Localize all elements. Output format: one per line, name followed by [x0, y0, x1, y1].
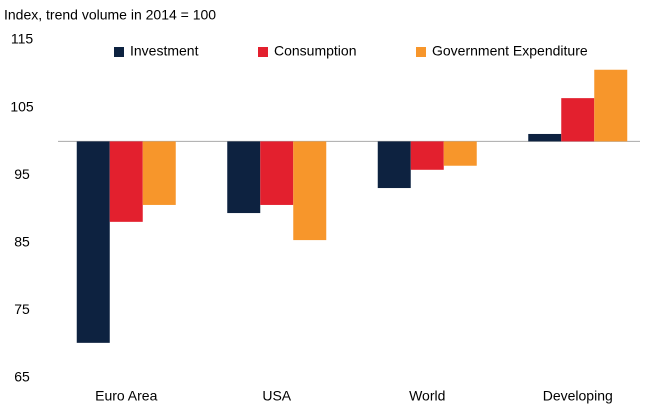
- bar: [594, 69, 628, 142]
- bar: [377, 141, 411, 189]
- bar: [528, 133, 562, 142]
- legend-swatch: [258, 47, 268, 57]
- bar: [109, 141, 143, 222]
- legend-label: Consumption: [274, 43, 357, 59]
- bar: [293, 141, 327, 241]
- legend-swatch: [416, 47, 426, 57]
- legend-label: Investment: [130, 43, 199, 59]
- x-tick-label: Euro Area: [95, 388, 157, 404]
- x-tick-label: World: [409, 388, 445, 404]
- y-tick-label: 115: [11, 31, 34, 47]
- x-tick-label: Developing: [543, 388, 613, 404]
- chart-subtitle: Index, trend volume in 2014 = 100: [4, 7, 216, 23]
- bar: [443, 141, 477, 166]
- y-tick-label: 65: [14, 369, 30, 385]
- legend-swatch: [114, 47, 124, 57]
- bar: [260, 141, 294, 205]
- y-tick-label: 95: [14, 166, 30, 182]
- bar: [227, 141, 261, 214]
- y-tick-label: 105: [10, 98, 34, 114]
- y-tick-label: 85: [14, 234, 30, 250]
- bar: [561, 98, 595, 142]
- legend-label: Government Expenditure: [432, 43, 588, 59]
- bar: [410, 141, 444, 170]
- x-tick-label: USA: [262, 388, 291, 404]
- bar: [142, 141, 176, 205]
- y-tick-label: 75: [14, 301, 30, 317]
- bar: [76, 141, 110, 343]
